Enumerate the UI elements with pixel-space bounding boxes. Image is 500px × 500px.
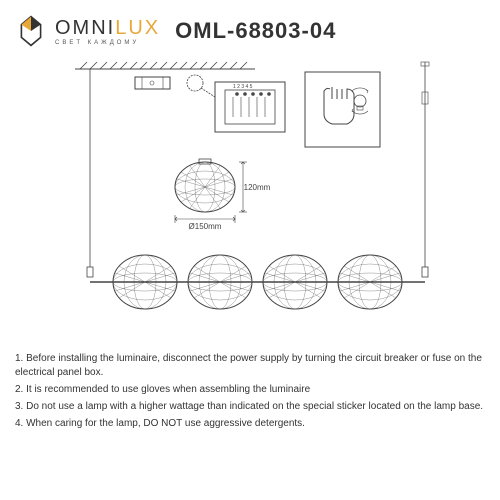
svg-text:1 2 3 4 5: 1 2 3 4 5 [233,84,253,90]
technical-diagram: 1 2 3 4 5 [15,57,485,347]
brand-part2: LUX [115,17,160,39]
model-number: OML-68803-04 [175,18,336,44]
brand-name: OMNILUX [55,17,160,40]
header: OMNILUX СВЕТ КАЖДОМУ OML-68803-04 [15,15,485,47]
brand-logo: OMNILUX СВЕТ КАЖДОМУ [15,15,160,47]
instruction-step-2: 2. It is recommended to use gloves when … [15,383,485,397]
instruction-step-3: 3. Do not use a lamp with a higher watta… [15,400,485,414]
sphere-width-label: Ø150mm [189,222,222,231]
instructions-list: 1. Before installing the luminaire, disc… [15,352,485,431]
brand-tagline: СВЕТ КАЖДОМУ [55,40,160,46]
brand-part1: OMNI [55,17,115,39]
omnilux-logo-icon [15,15,47,47]
instruction-step-4: 4. When caring for the lamp, DO NOT use … [15,417,485,431]
logo-text: OMNILUX СВЕТ КАЖДОМУ [55,17,160,46]
sphere-height-label: 120mm [244,183,271,192]
instruction-step-1: 1. Before installing the luminaire, disc… [15,352,485,380]
